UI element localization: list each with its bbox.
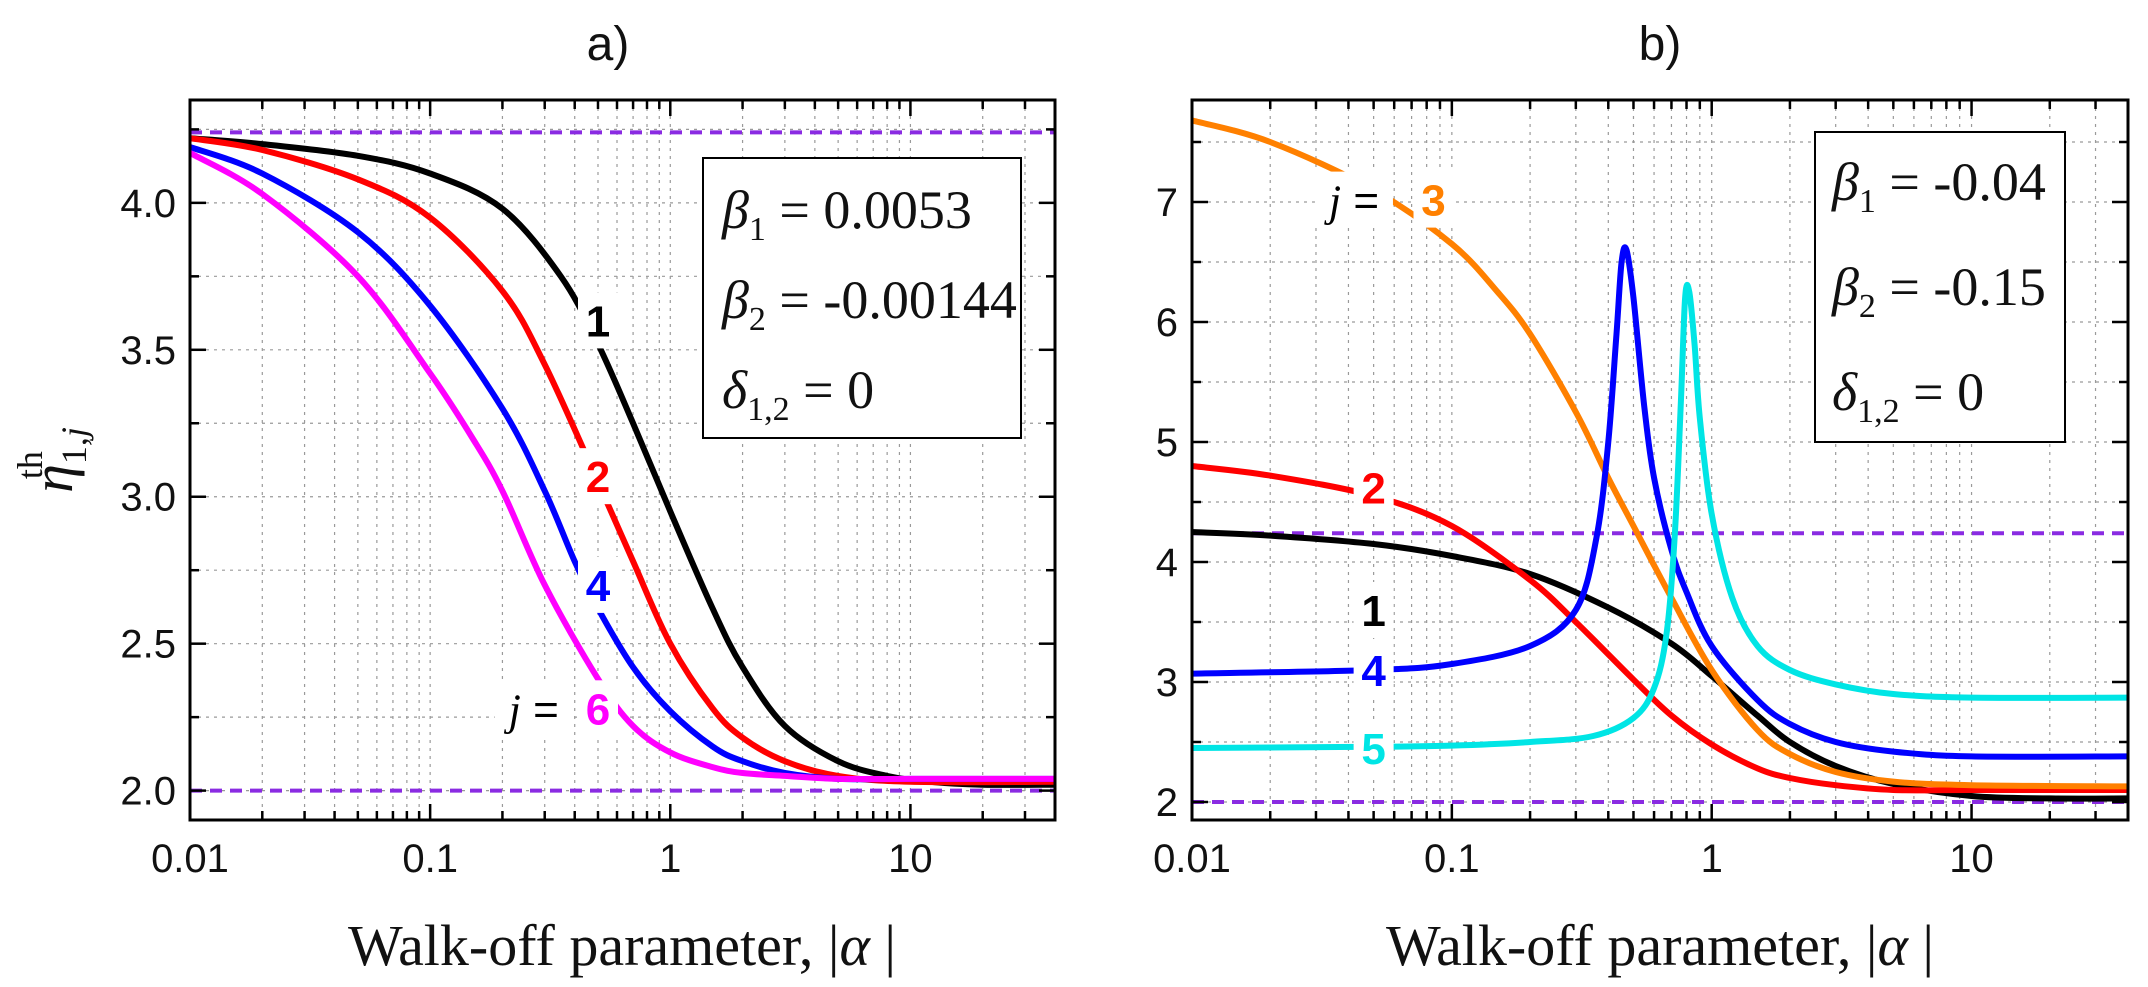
- curve-label-bg: [577, 292, 618, 349]
- x-tick-label: 1: [659, 837, 681, 881]
- curve-label: 1: [586, 297, 610, 346]
- series-line-6: [188, 150, 1055, 783]
- panel-a-legend-beta1: β1 = 0.0053: [721, 180, 972, 248]
- series-line-2: [189, 135, 1056, 786]
- x-tick-label: 10: [888, 837, 933, 881]
- panel-a-reference-lines: [190, 130, 1055, 793]
- x-tick-label: 0.01: [151, 837, 229, 881]
- y-tick-label: 3.5: [120, 329, 176, 373]
- panel-a-x-axis-title: Walk-off parameter, |α |: [348, 913, 896, 978]
- y-tick-label: 6: [1156, 301, 1178, 345]
- panel-a-legend-delta: δ1,2 = 0: [722, 360, 874, 428]
- curve-label-bg: [1353, 459, 1394, 516]
- panel-b-reference-lines: [1192, 531, 2128, 804]
- curve-label: j =: [1324, 177, 1379, 226]
- panel-a: a) 0.01 0.1 1 10 2.0 2.5 3.0 3.5 4.0 1 2 4 j = 6 β1…: [10, 18, 1057, 978]
- curve-label: 6: [586, 685, 610, 734]
- curve-label: 2: [586, 453, 610, 502]
- curve-label: 4: [586, 562, 611, 611]
- panel-b-title: b): [1639, 18, 1682, 71]
- curve-label: 2: [1361, 465, 1385, 514]
- panel-a-y-axis-title: η1,jth: [10, 427, 94, 493]
- x-tick-label: 0.1: [402, 837, 458, 881]
- y-tick-label: 7: [1156, 181, 1178, 225]
- panel-b-x-axis-title: Walk-off parameter, |α |: [1386, 913, 1934, 978]
- panel-a-curve-labels: 1 2 4 j = 6: [494, 292, 618, 737]
- series-line-5: [1191, 281, 2129, 751]
- curve-label: 1: [1361, 587, 1385, 636]
- curve-label-bg: [494, 680, 573, 737]
- curve-label-bg: [1353, 720, 1394, 776]
- y-tick-label: 3.0: [120, 476, 176, 520]
- curve-label-bg: [577, 680, 618, 737]
- curve-label-bg: [1353, 642, 1394, 698]
- panel-a-plot-frame: [188, 98, 1057, 822]
- series-line-1: [189, 135, 1056, 788]
- y-tick-label: 4.0: [120, 182, 176, 226]
- panel-a-legend-box: [702, 157, 1022, 439]
- svg-text:η1,jth: η1,jth: [10, 427, 94, 493]
- series-line-3: [1191, 117, 2129, 790]
- y-tick-label: 4: [1156, 541, 1178, 585]
- panel-a-ticks: 0.01 0.1 1 10 2.0 2.5 3.0 3.5 4.0: [120, 100, 1057, 881]
- panel-b-legend-delta: δ1,2 = 0: [1832, 362, 1984, 430]
- panel-b-legend-beta1: β1 = -0.04: [1831, 152, 2046, 220]
- curve-label: 5: [1361, 725, 1385, 774]
- y-axis-symbol: η: [20, 464, 85, 493]
- curve-label: j =: [504, 685, 559, 734]
- curve-label: 4: [1361, 647, 1386, 696]
- panel-a-legend-beta2: β2 = -0.00144: [721, 270, 1017, 338]
- y-tick-label: 2.5: [120, 623, 176, 667]
- panel-b-ticks: 0.01 0.1 1 10 2 3 4 5 6 7: [1153, 100, 2130, 881]
- panel-b-curve-labels: j = 3 2 1 4 5: [1314, 171, 1454, 776]
- curve-label-bg: [1353, 582, 1394, 638]
- y-axis-subscript: 1,j: [54, 427, 94, 464]
- y-tick-label: 2.0: [120, 770, 176, 814]
- y-axis-superscript: th: [10, 451, 50, 479]
- series-line-1: [1191, 529, 2129, 802]
- series-line-4: [1191, 244, 2129, 760]
- panel-b: b) 0.01 0.1 1 10 2 3 4 5 6 7 j = 3 2 1 4 5 β1 = -0.04…: [1153, 18, 2130, 978]
- x-tick-label: 1: [1701, 837, 1723, 881]
- curve-label-bg: [577, 448, 618, 505]
- panel-b-legend-beta2: β2 = -0.15: [1831, 257, 2046, 325]
- panel-b-legend-box: [1814, 131, 2066, 443]
- x-tick-label: 0.1: [1424, 837, 1480, 881]
- curve-label: 3: [1421, 177, 1445, 226]
- curve-label-bg: [1413, 171, 1454, 228]
- panel-b-plot-frame: [1190, 98, 2130, 822]
- x-tick-label: 0.01: [1153, 837, 1231, 881]
- y-tick-label: 3: [1156, 661, 1178, 705]
- curve-label-bg: [577, 556, 618, 613]
- y-tick-label: 5: [1156, 421, 1178, 465]
- panel-a-title: a): [587, 18, 630, 71]
- y-tick-label: 2: [1156, 781, 1178, 825]
- x-tick-label: 10: [1949, 837, 1994, 881]
- curve-label-bg: [1314, 171, 1393, 228]
